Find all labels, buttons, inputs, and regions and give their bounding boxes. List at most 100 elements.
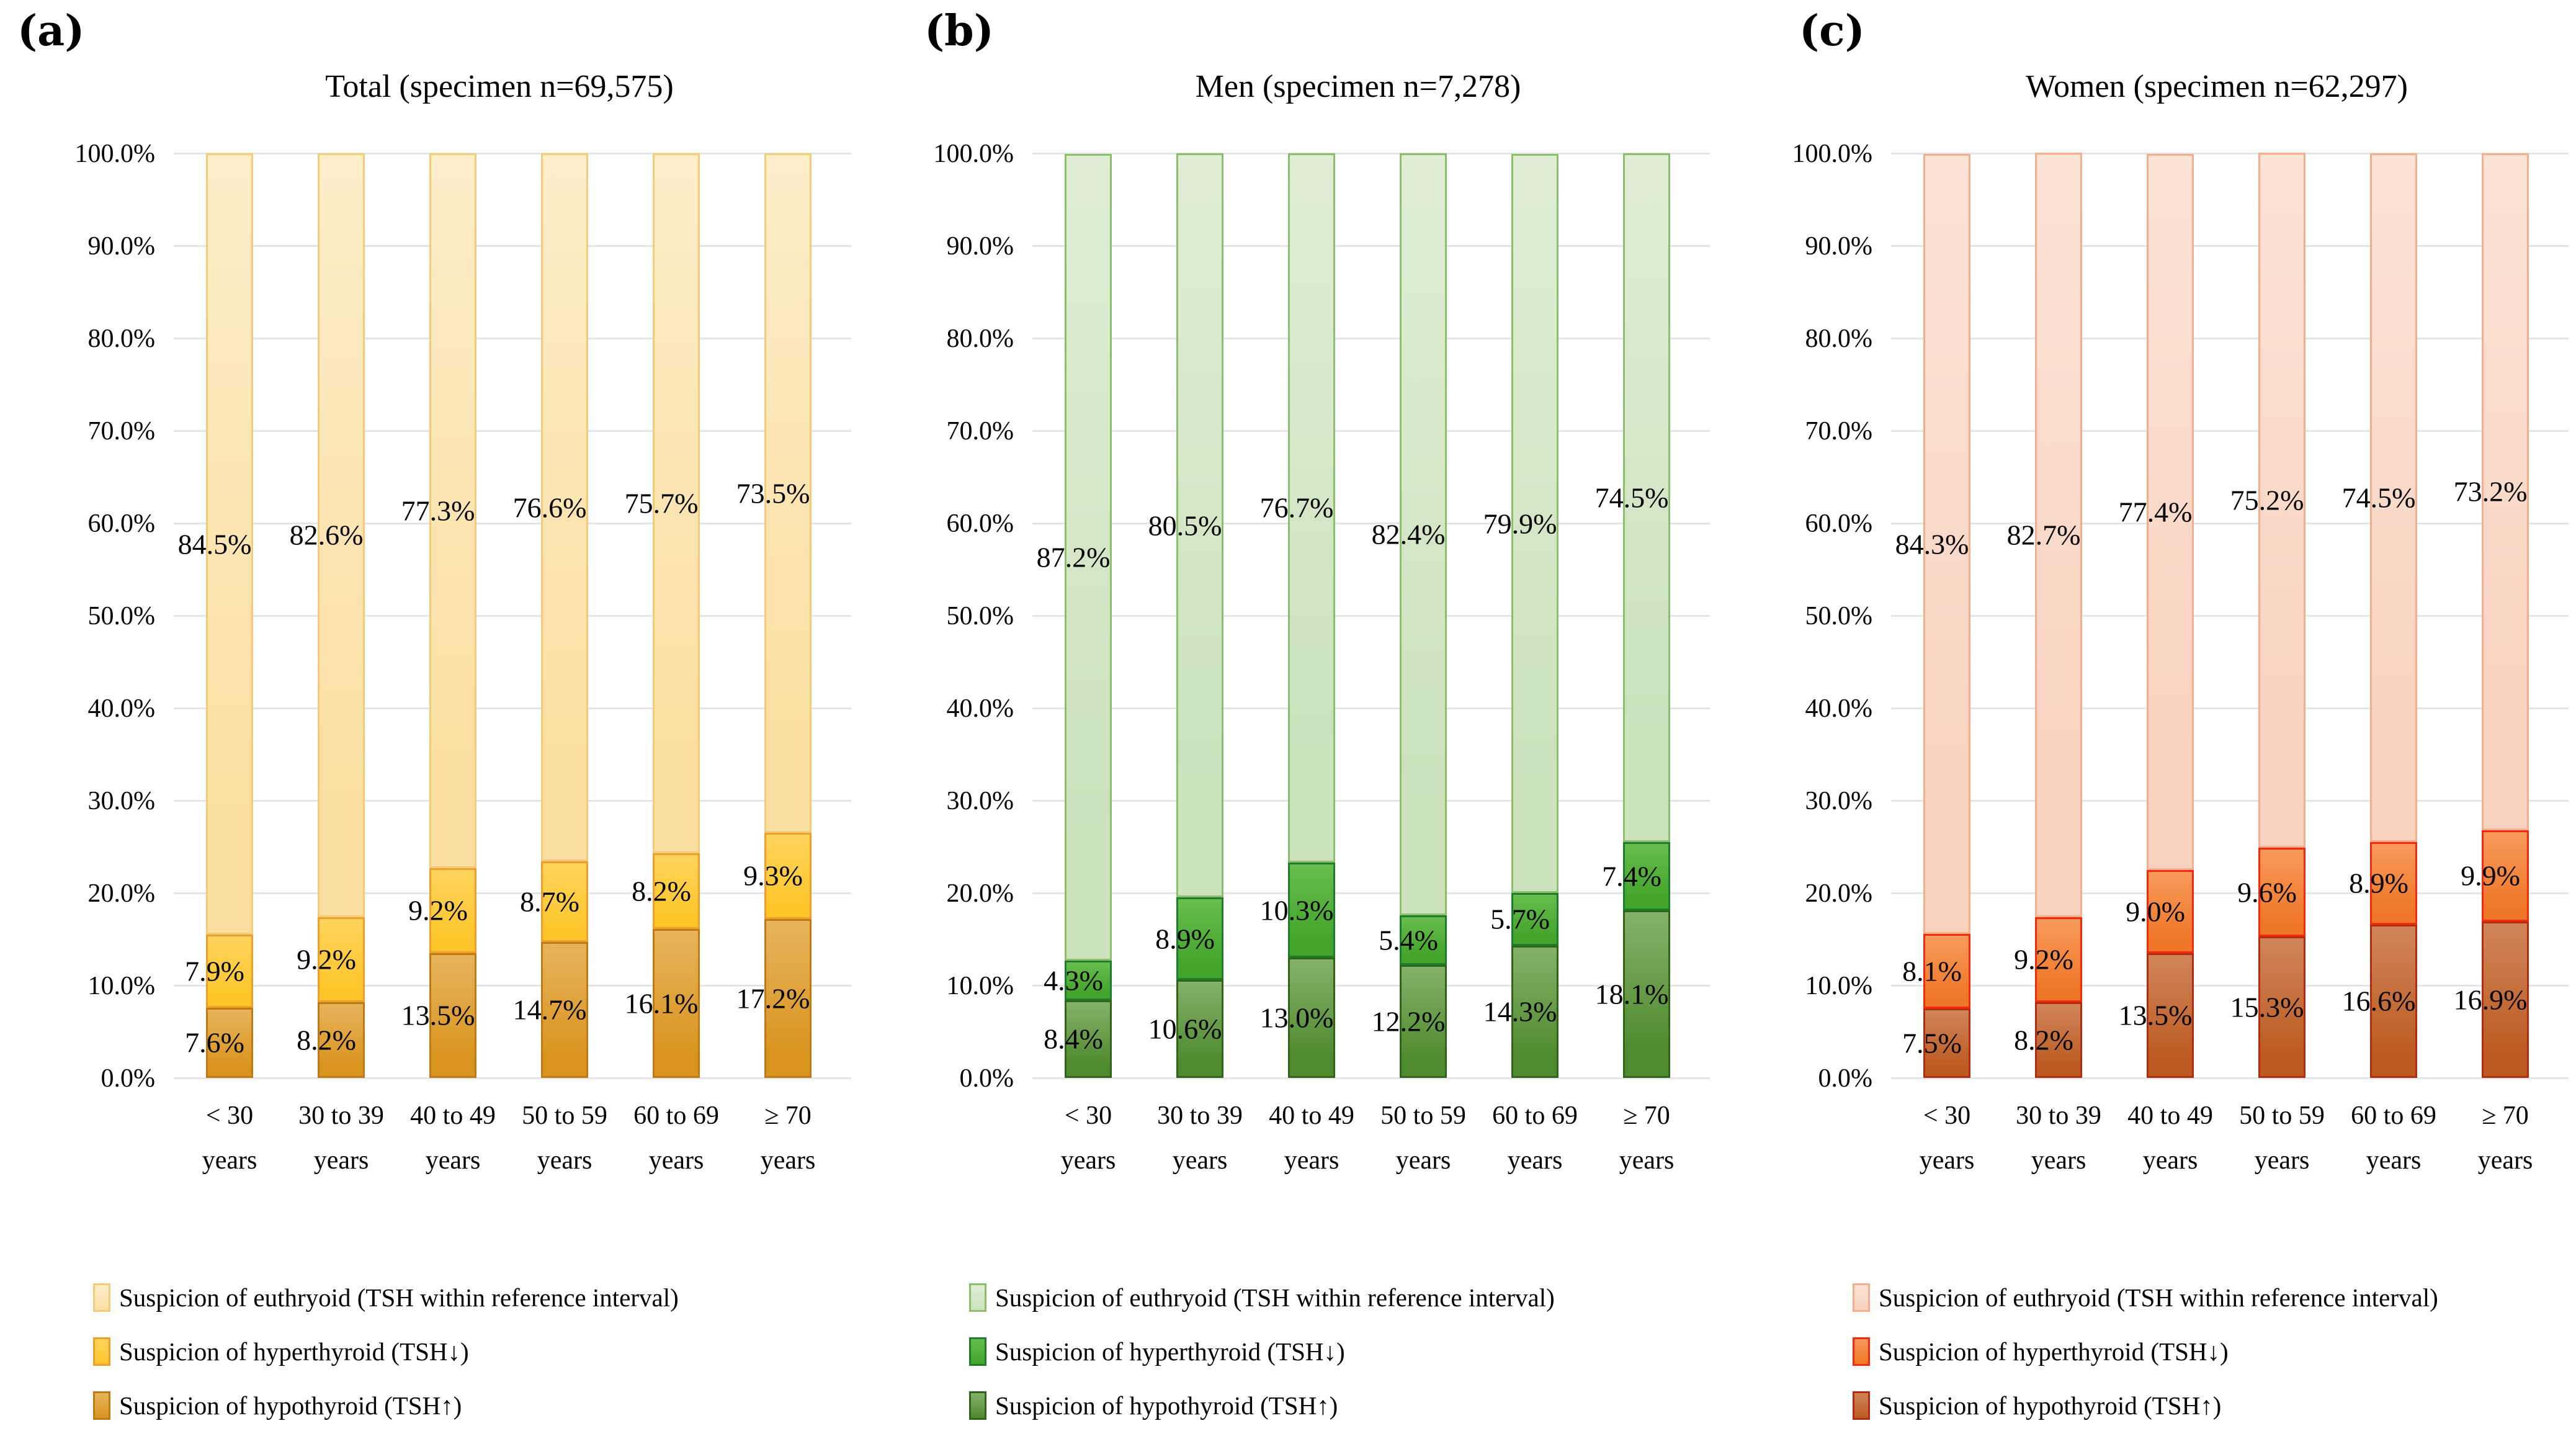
legend-label: Suspicion of euthryoid (TSH within refer…	[995, 1283, 1555, 1312]
bar-segment-hyperthyroid	[653, 853, 700, 930]
y-axis-tick-label: 20.0%	[87, 879, 156, 908]
y-axis-tick-label: 100.0%	[1792, 140, 1873, 168]
x-category-line1: 60 to 69	[2351, 1101, 2436, 1130]
data-label-hypothyroid: 12.2%	[1371, 1005, 1446, 1038]
bar-segment-hypothyroid	[318, 1002, 365, 1078]
y-axis-tick-label: 60.0%	[1805, 509, 1873, 538]
data-label-euthyroid: 79.9%	[1483, 508, 1557, 540]
y-axis-tick-label: 50.0%	[946, 602, 1014, 630]
data-label-euthyroid: 87.2%	[1036, 541, 1111, 573]
legend-label: Suspicion of hyperthyroid (TSH↓)	[995, 1337, 1345, 1366]
legend: Suspicion of euthryoid (TSH within refer…	[969, 1280, 1555, 1442]
gridline	[174, 244, 851, 247]
x-category-line1: 40 to 49	[1269, 1101, 1354, 1130]
y-axis-tick-label: 0.0%	[101, 1064, 156, 1093]
gridline	[1032, 429, 1710, 432]
y-axis-tick-label: 50.0%	[1805, 602, 1873, 630]
bar-segment-hyperthyroid	[2370, 842, 2417, 925]
x-category-label: 60 to 69 years	[1479, 1099, 1591, 1177]
data-label-euthyroid: 73.5%	[736, 477, 810, 509]
x-category-label: 40 to 49 years	[2114, 1099, 2226, 1177]
data-label-euthyroid: 77.3%	[401, 495, 475, 527]
y-axis-tick-label: 0.0%	[1818, 1064, 1873, 1093]
chart-title: Men (specimen n=7,278)	[1195, 69, 1521, 104]
data-label-hypothyroid: 13.5%	[2118, 999, 2193, 1031]
data-label-hyperthyroid: 7.9%	[185, 955, 244, 987]
legend-item-hyperthyroid: Suspicion of hyperthyroid (TSH↓)	[1853, 1334, 2438, 1370]
data-label-euthyroid: 76.7%	[1259, 491, 1334, 524]
data-label-hypothyroid: 14.3%	[1483, 995, 1557, 1028]
legend-label: Suspicion of euthryoid (TSH within refer…	[1879, 1283, 2438, 1312]
y-axis-tick-label: 100.0%	[74, 140, 156, 168]
bar-segment-hyperthyroid	[541, 861, 588, 942]
bar-segment-hypothyroid	[2035, 1002, 2082, 1078]
bar-segment-hyperthyroid	[2258, 847, 2305, 937]
x-category-line1: ≥ 70	[1623, 1101, 1670, 1130]
chart-title: Women (specimen n=62,297)	[2026, 69, 2408, 104]
y-axis-tick-label: 10.0%	[946, 972, 1014, 1000]
data-label-euthyroid: 84.3%	[1895, 528, 1969, 560]
data-label-hypothyroid: 16.9%	[2453, 984, 2528, 1016]
legend-swatch-hyperthyroid-icon	[1853, 1337, 1870, 1366]
x-category-label: ≥ 70 years	[732, 1099, 844, 1177]
bar-segment-hypothyroid	[206, 1007, 253, 1078]
x-category-line2: years	[313, 1146, 369, 1175]
y-axis-tick-label: 70.0%	[946, 417, 1014, 446]
data-label-hypothyroid: 7.5%	[1902, 1027, 1962, 1059]
data-label-euthyroid: 74.5%	[1594, 482, 1669, 514]
data-label-euthyroid: 75.2%	[2230, 484, 2304, 516]
x-category-line2: years	[1284, 1146, 1339, 1175]
gridline	[1032, 152, 1710, 155]
x-category-line1: ≥ 70	[2482, 1101, 2529, 1130]
data-label-hypothyroid: 10.6%	[1148, 1013, 1222, 1045]
x-category-line1: ≥ 70	[764, 1101, 812, 1130]
bar-segment-hyperthyroid	[1176, 897, 1223, 980]
data-label-hyperthyroid: 9.0%	[2126, 895, 2185, 928]
x-category-line2: years	[2142, 1146, 2198, 1175]
bar-segment-hypothyroid	[1176, 980, 1223, 1078]
legend-label: Suspicion of hyperthyroid (TSH↓)	[1879, 1337, 2229, 1366]
x-category-line1: 50 to 59	[2239, 1101, 2325, 1130]
y-axis-tick-label: 60.0%	[87, 509, 156, 538]
x-category-line1: < 30	[205, 1101, 254, 1130]
gridline	[1891, 799, 2569, 802]
y-axis-tick-label: 0.0%	[959, 1064, 1014, 1093]
gridline	[1891, 614, 2569, 617]
data-label-euthyroid: 73.2%	[2453, 475, 2528, 508]
x-category-line1: 30 to 39	[298, 1101, 384, 1130]
bar-segment-hyperthyroid	[318, 917, 365, 1002]
panel-c: (c) Women (specimen n=62,297) 100.0% 90.0% 8…	[1717, 0, 2576, 1449]
y-axis-tick-label: 70.0%	[87, 417, 156, 446]
y-axis-tick-label: 70.0%	[1805, 417, 1873, 446]
gridline	[1032, 244, 1710, 247]
y-axis-tick-label: 80.0%	[946, 325, 1014, 353]
legend-swatch-hypothyroid-icon	[969, 1391, 986, 1420]
data-label-hyperthyroid: 8.2%	[632, 875, 691, 907]
gridline	[1891, 707, 2569, 709]
gridline	[174, 522, 851, 524]
gridline	[1032, 614, 1710, 617]
data-label-hypothyroid: 8.2%	[297, 1024, 356, 1056]
legend-item-hypothyroid: Suspicion of hypothyroid (TSH↑)	[1853, 1388, 2438, 1424]
x-category-label: 30 to 39 years	[1144, 1099, 1256, 1177]
x-category-line1: 60 to 69	[1492, 1101, 1578, 1130]
bar-segment-hyperthyroid	[206, 935, 253, 1008]
data-label-hypothyroid: 13.5%	[401, 999, 475, 1031]
legend-item-hyperthyroid: Suspicion of hyperthyroid (TSH↓)	[969, 1334, 1555, 1370]
bar-segment-euthyroid	[2035, 152, 2082, 917]
y-axis-tick-label: 20.0%	[946, 879, 1014, 908]
x-category-label: 50 to 59 years	[1367, 1099, 1479, 1177]
bar-segment-hypothyroid	[2147, 953, 2194, 1078]
x-category-line1: 30 to 39	[1157, 1101, 1243, 1130]
data-label-hyperthyroid: 9.2%	[297, 943, 356, 976]
x-category-label: 30 to 39 years	[285, 1099, 397, 1177]
x-category-label: < 30 years	[1032, 1099, 1144, 1177]
panel-letter: (c)	[1799, 6, 1865, 56]
legend-label: Suspicion of hypothyroid (TSH↑)	[119, 1391, 462, 1420]
bar-segment-hypothyroid	[2370, 924, 2417, 1078]
bar-segment-hypothyroid	[429, 953, 476, 1078]
x-category-line2: years	[1619, 1146, 1675, 1175]
bar-segment-hyperthyroid	[2035, 917, 2082, 1002]
data-label-hyperthyroid: 8.9%	[2349, 867, 2408, 899]
